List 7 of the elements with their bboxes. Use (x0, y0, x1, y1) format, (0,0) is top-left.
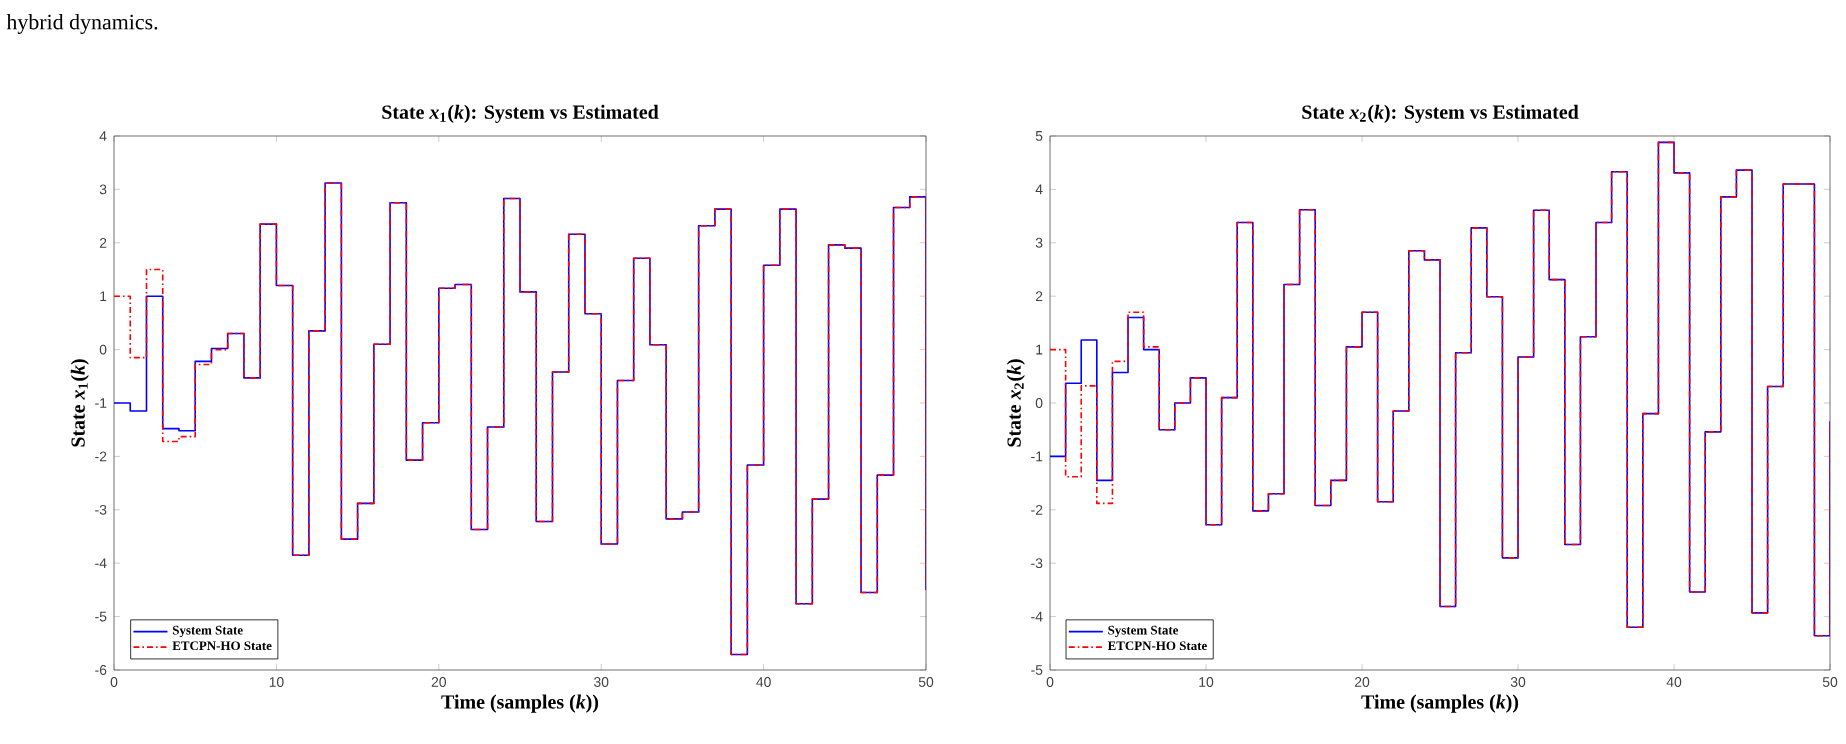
text: hybrid dynamics. (6, 14, 158, 34)
chart-title: State x$_{1}$(k): System vs Estimated (382, 104, 659, 123)
y-axis-title: State x$_{2}$(k) (1006, 359, 1025, 447)
chart-title: State x$_{2}$(k): System vs Estimated (1302, 104, 1579, 123)
y-axis-title: State x$_{1}$(k) (70, 359, 89, 447)
x-axis-title: Time (samples (k)) (1361, 694, 1519, 713)
x-axis-title: Time (samples (k)) (441, 694, 599, 713)
